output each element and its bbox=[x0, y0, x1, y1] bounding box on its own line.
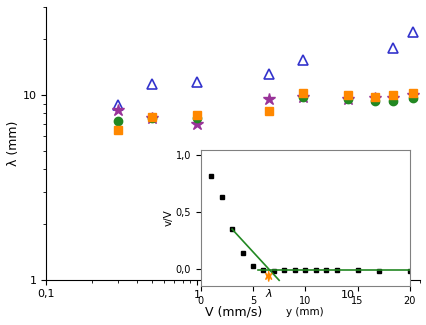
Y-axis label: v/V: v/V bbox=[164, 209, 174, 226]
Text: $\lambda$: $\lambda$ bbox=[264, 287, 272, 299]
X-axis label: V (mm/s): V (mm/s) bbox=[204, 305, 261, 318]
X-axis label: y (mm): y (mm) bbox=[286, 307, 323, 317]
Y-axis label: λ (mm): λ (mm) bbox=[7, 121, 20, 166]
